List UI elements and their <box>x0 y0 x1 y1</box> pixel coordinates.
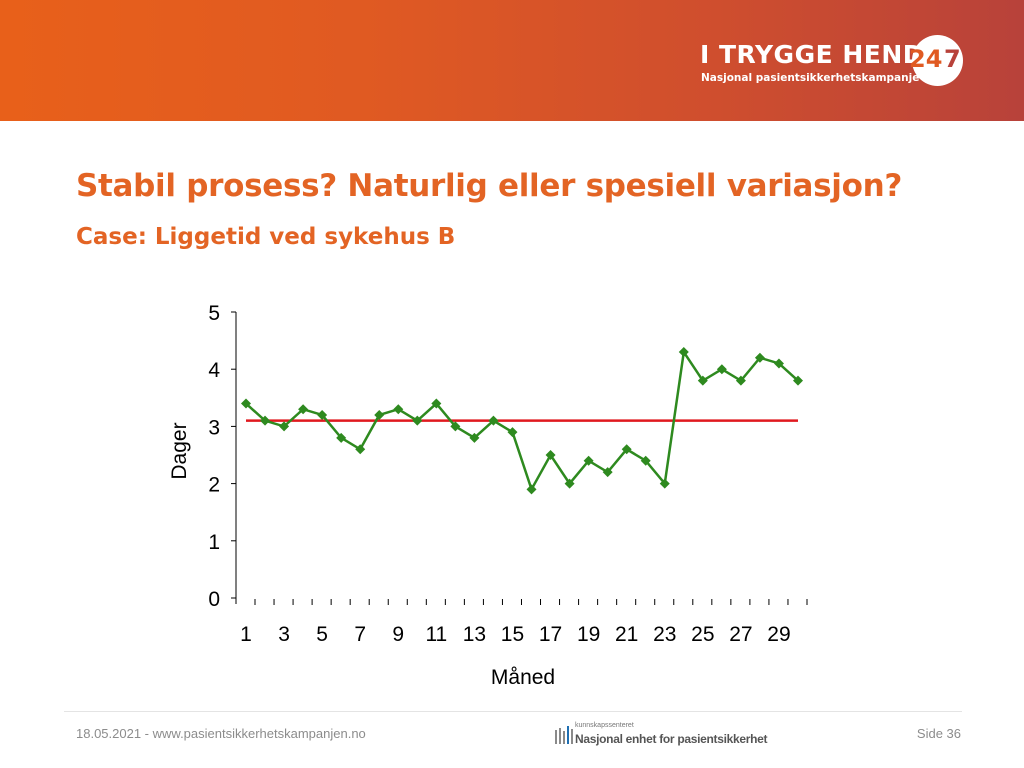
y-tick-labels: 0 1 2 3 4 5 <box>208 302 220 611</box>
footer-divider <box>64 711 962 712</box>
x-tick-label: 15 <box>501 623 524 646</box>
y-axis-label: Dager <box>168 422 191 479</box>
x-tick-label: 29 <box>767 623 790 646</box>
footer-logo-main-text: Nasjonal enhet for pasientsikkerhet <box>575 732 768 746</box>
data-point <box>640 455 651 466</box>
x-tick-label: 13 <box>463 623 486 646</box>
header-banner: I TRYGGE HENDER 24 7 Nasjonal pasientsik… <box>0 0 1024 121</box>
data-point <box>488 415 499 426</box>
data-point <box>412 415 423 426</box>
data-point <box>583 455 594 466</box>
y-tick-label: 0 <box>208 588 220 611</box>
data-point <box>564 478 575 489</box>
data-point <box>374 409 385 420</box>
x-tick-label: 9 <box>392 623 404 646</box>
campaign-logo-subtitle: Nasjonal pasientsikkerhetskampanje <box>701 72 920 84</box>
data-point <box>260 415 271 426</box>
slide-title: Stabil prosess? Naturlig eller spesiell … <box>76 168 903 204</box>
x-tick-label: 21 <box>615 623 638 646</box>
data-point <box>469 432 480 443</box>
series-line <box>245 348 799 493</box>
data-point <box>697 375 708 386</box>
footer-logo-small-text: kunnskapssenteret <box>575 722 634 729</box>
data-point <box>621 444 632 455</box>
data-point <box>793 375 803 386</box>
data-point <box>526 484 537 495</box>
data-point <box>773 358 784 369</box>
y-tick-label: 3 <box>208 416 220 439</box>
data-point <box>279 421 290 432</box>
x-tick-label: 25 <box>691 623 714 646</box>
data-point <box>716 364 727 375</box>
x-tick-label: 17 <box>539 623 562 646</box>
data-point <box>545 450 556 460</box>
y-tick-label: 5 <box>208 302 220 325</box>
logo-circle <box>912 35 963 86</box>
chart-axes <box>231 311 808 605</box>
x-tick-label: 3 <box>278 623 290 646</box>
x-tick-label: 23 <box>653 623 676 646</box>
data-point <box>355 444 366 455</box>
data-point <box>317 409 328 420</box>
x-tick-label: 11 <box>425 623 447 646</box>
y-tick-label: 1 <box>208 531 220 554</box>
data-point <box>678 347 689 358</box>
x-tick-label: 5 <box>316 623 328 646</box>
data-point <box>507 427 518 438</box>
series-group <box>241 347 803 495</box>
data-point <box>450 421 461 432</box>
x-axis-label: Måned <box>491 666 555 689</box>
y-tick-label: 4 <box>208 359 220 382</box>
data-point <box>754 352 765 363</box>
footer-logo-bars-icon <box>555 726 573 744</box>
data-point <box>602 467 613 478</box>
x-tick-label: 27 <box>729 623 752 646</box>
footer-logo: kunnskapssenteret Nasjonal enhet for pas… <box>554 722 768 748</box>
x-tick-labels: 1 3 5 7 9 11 13 15 17 19 21 23 25 27 29 <box>240 623 790 646</box>
logo-number-24: 24 <box>909 45 943 73</box>
data-point <box>735 375 746 386</box>
x-tick-label: 7 <box>354 623 366 646</box>
data-point <box>298 404 309 415</box>
footer-date-url: 18.05.2021 - www.pasientsikkerhetskampan… <box>76 726 366 741</box>
logo-number-7: 7 <box>944 45 961 73</box>
page-number: Side 36 <box>916 726 961 741</box>
data-point <box>431 398 442 409</box>
data-point <box>241 398 251 409</box>
y-tick-label: 2 <box>208 474 220 497</box>
slide-subtitle: Case: Liggetid ved sykehus B <box>76 224 456 250</box>
data-point <box>336 432 347 443</box>
x-tick-label: 19 <box>577 623 600 646</box>
x-tick-label: 1 <box>240 623 252 646</box>
data-point <box>659 478 670 489</box>
data-point <box>393 404 404 415</box>
